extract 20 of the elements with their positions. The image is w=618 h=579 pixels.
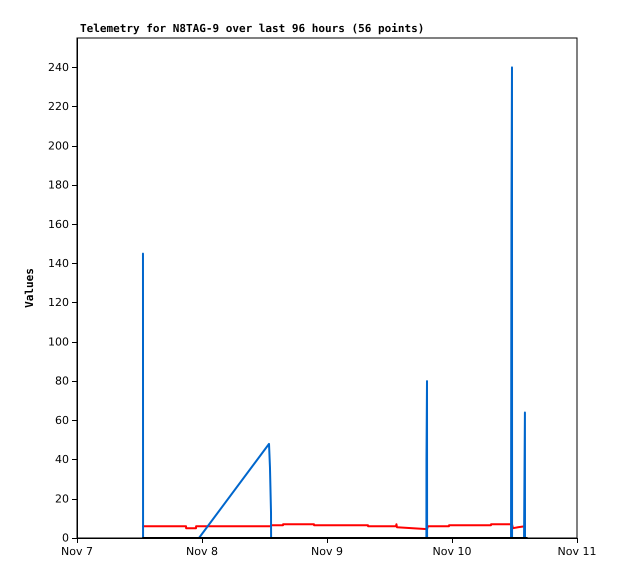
y-tick-label: 80 — [55, 374, 69, 388]
y-tick-label: 140 — [48, 256, 69, 270]
y-tick-label: 180 — [48, 178, 69, 192]
y-tick-label: 160 — [48, 218, 69, 231]
chart-title: Telemetry for N8TAG-9 over last 96 hours (56 points) — [80, 22, 424, 35]
y-tick-label: 220 — [48, 100, 69, 114]
y-tick-label: 20 — [55, 492, 69, 506]
y-tick-label: 60 — [55, 414, 69, 427]
x-tick-label: Nov 9 — [311, 545, 343, 558]
y-tick-label: 40 — [55, 453, 69, 466]
x-tick-label: Nov 7 — [61, 545, 93, 558]
y-tick-label: 200 — [48, 139, 69, 152]
x-tick-label: Nov 10 — [432, 545, 472, 558]
y-tick-label: 240 — [48, 60, 69, 74]
y-tick-label: 0 — [62, 532, 69, 544]
y-axis-title: Values — [23, 268, 36, 308]
x-tick-label: Nov 8 — [186, 545, 218, 558]
x-tick-label: Nov 11 — [558, 545, 596, 558]
y-tick-label: 120 — [48, 296, 69, 310]
y-tick-label: 100 — [48, 335, 69, 348]
